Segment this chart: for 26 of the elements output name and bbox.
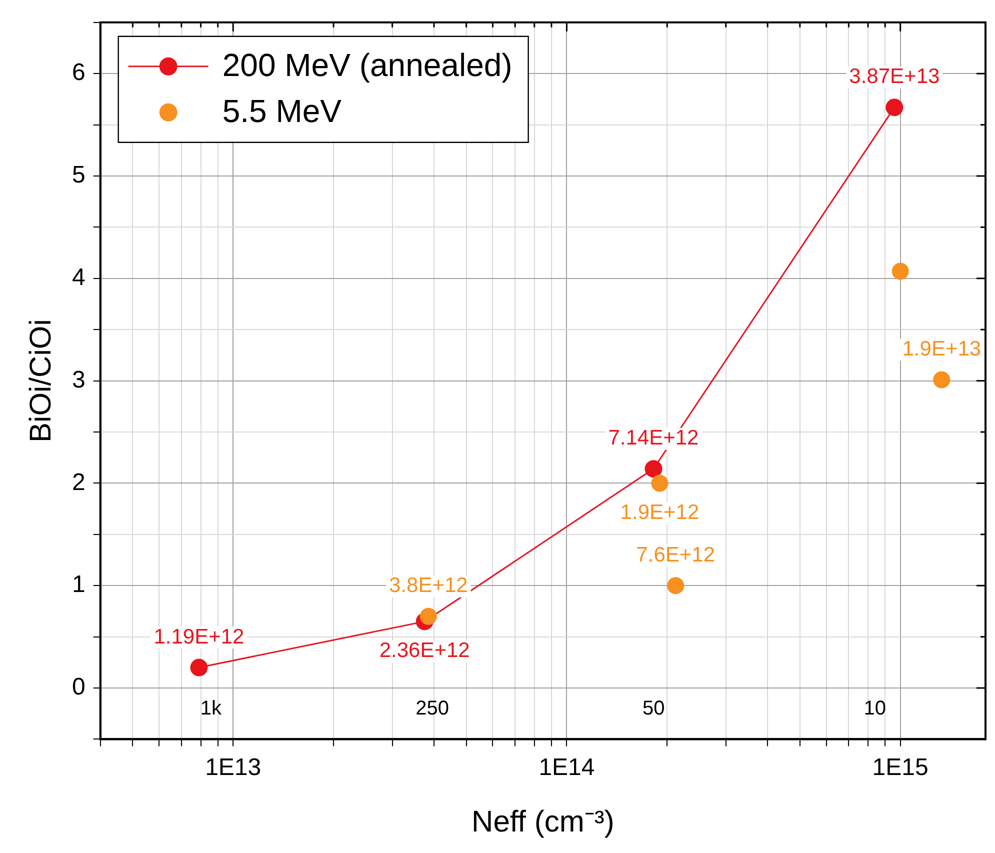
annotation: 7.6E+12 (636, 543, 716, 566)
annotation: 1.19E+12 (154, 625, 244, 648)
y-axis-title: BiOi/CiOi (24, 319, 58, 442)
annotation: 7.14E+12 (608, 426, 699, 450)
annotation: 1.9E+13 (902, 338, 982, 361)
legend-label: 200 MeV (annealed) (222, 47, 512, 84)
annotation: 250 (416, 698, 449, 720)
annotation: 3.87E+13 (849, 65, 940, 88)
annotation: 1.9E+12 (620, 500, 700, 524)
y-tick-label: 0 (72, 674, 86, 701)
annotation: 2.36E+12 (379, 639, 470, 662)
y-tick-label: 2 (72, 468, 86, 496)
x-tick-label: 1E14 (538, 754, 595, 782)
x-axis-title: Neff (cm⁻³) (472, 805, 614, 838)
y-tick-label: 4 (72, 264, 86, 292)
y-tick-label: 6 (72, 59, 86, 86)
legend-label: 5.5 MeV (222, 93, 342, 130)
y-tick-label: 1 (72, 571, 86, 598)
annotation: 1k (200, 698, 223, 720)
x-tick-label: 1E15 (872, 754, 928, 782)
x-tick-label: 1E13 (205, 754, 262, 782)
annotation: 50 (642, 698, 665, 720)
y-tick-label: 5 (72, 162, 86, 189)
annotation: 3.8E+12 (389, 574, 468, 598)
y-tick-label: 3 (72, 366, 86, 394)
annotation: 10 (864, 698, 886, 720)
